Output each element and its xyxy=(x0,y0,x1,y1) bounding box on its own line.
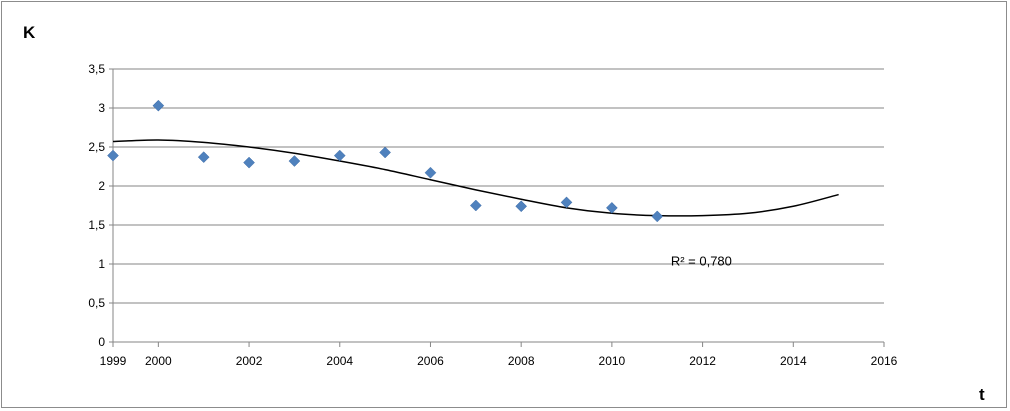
y-tick-label: 2,5 xyxy=(88,140,105,154)
x-tick-label: 2004 xyxy=(326,354,353,368)
data-point xyxy=(606,201,618,214)
x-tick-label: 2006 xyxy=(417,354,444,368)
y-axis-title: K xyxy=(23,23,36,42)
data-point xyxy=(379,146,391,159)
data-point xyxy=(469,199,482,212)
data-point xyxy=(651,210,664,223)
y-tick-label: 0,5 xyxy=(88,296,105,310)
x-tick-label: 2000 xyxy=(145,354,172,368)
x-axis-title: t xyxy=(979,385,985,404)
data-point xyxy=(107,149,119,162)
data-point xyxy=(243,156,255,169)
y-tick-label: 3,5 xyxy=(88,62,105,76)
x-tick-label: 2008 xyxy=(508,354,535,368)
x-tick-label: 2012 xyxy=(689,354,716,368)
x-tick-label: 2010 xyxy=(599,354,626,368)
tick-labels: 0 0,5 1 1,5 2 2,5 3 3,5 1999 2000 2002 2004 2006 2008… xyxy=(88,62,897,368)
x-tick-label: 1999 xyxy=(100,354,127,368)
x-tick-label: 2016 xyxy=(871,354,898,368)
y-tick-label: 1 xyxy=(98,257,105,271)
data-point xyxy=(515,200,528,213)
y-tick-label: 2 xyxy=(98,179,105,193)
x-tick-label: 2002 xyxy=(236,354,263,368)
r-squared-annotation: R² = 0,780 xyxy=(671,254,732,269)
data-point xyxy=(424,166,437,179)
y-tick-label: 0 xyxy=(98,335,105,349)
y-tick-label: 1,5 xyxy=(88,218,105,232)
data-point xyxy=(197,151,210,163)
gridlines xyxy=(113,68,884,304)
trendline-path xyxy=(112,139,839,217)
data-point xyxy=(288,155,301,167)
data-point xyxy=(333,149,346,162)
x-tick-label: 2014 xyxy=(780,354,807,368)
data-points xyxy=(107,99,664,223)
data-point xyxy=(152,99,165,112)
y-tick-label: 3 xyxy=(98,101,105,115)
trendline xyxy=(112,139,839,217)
axes xyxy=(109,68,885,347)
data-point xyxy=(560,196,573,209)
